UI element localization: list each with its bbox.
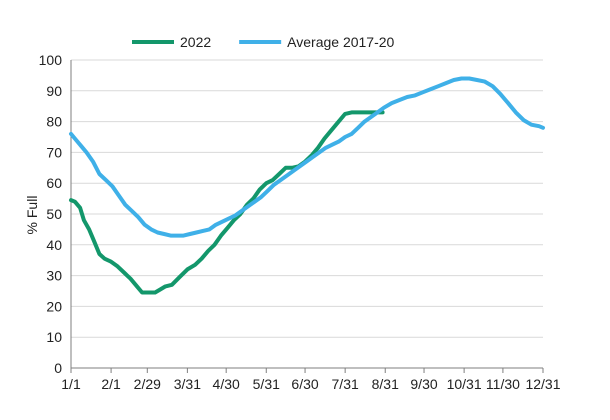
x-tick-label: 10/31: [447, 376, 482, 392]
series-line-average-2017-20: [69, 76, 545, 238]
x-tick-label: 4/30: [213, 376, 240, 392]
x-tick-label: 8/31: [372, 376, 399, 392]
y-tick-label: 10: [46, 329, 62, 345]
x-tick-label: 9/30: [410, 376, 437, 392]
y-tick-label: 100: [39, 52, 63, 68]
x-tick-label: 7/31: [332, 376, 359, 392]
x-tick-label: 3/31: [174, 376, 201, 392]
y-tick-label: 90: [46, 83, 62, 99]
y-tick-label: 30: [46, 268, 62, 284]
legend-label: Average 2017-20: [287, 34, 394, 50]
legend-label: 2022: [180, 34, 211, 50]
x-tick-label: 12/31: [525, 376, 560, 392]
x-tick-label: 11/30: [486, 376, 520, 392]
x-tick-label: 1/1: [61, 376, 81, 392]
x-tick-label: 2/29: [134, 376, 161, 392]
y-axis-title: % Full: [24, 196, 40, 235]
y-tick-label: 50: [46, 206, 62, 222]
axes: [70, 60, 544, 373]
x-tick-label: 2/1: [101, 376, 121, 392]
y-tick-label: 60: [46, 175, 62, 191]
y-tick-label: 0: [54, 360, 62, 376]
x-tick-labels: 1/1 2/1 2/29 3/31 4/30 5/31 6/30 7/31 8/31 9/30 10…: [61, 376, 560, 392]
x-tick-label: 5/31: [253, 376, 280, 392]
x-tick-label: 6/30: [291, 376, 318, 392]
series-lines: [69, 76, 545, 295]
y-tick-label: 80: [46, 114, 62, 130]
legend: 2022 Average 2017-20: [132, 34, 395, 50]
y-tick-labels: 0 10 20 30 40 50 60 70 80 90 100: [39, 52, 63, 376]
gridlines: [71, 59, 543, 338]
series-line-2022: [69, 110, 385, 295]
y-tick-label: 40: [46, 237, 62, 253]
y-tick-label: 70: [46, 144, 62, 160]
y-tick-label: 20: [46, 298, 62, 314]
